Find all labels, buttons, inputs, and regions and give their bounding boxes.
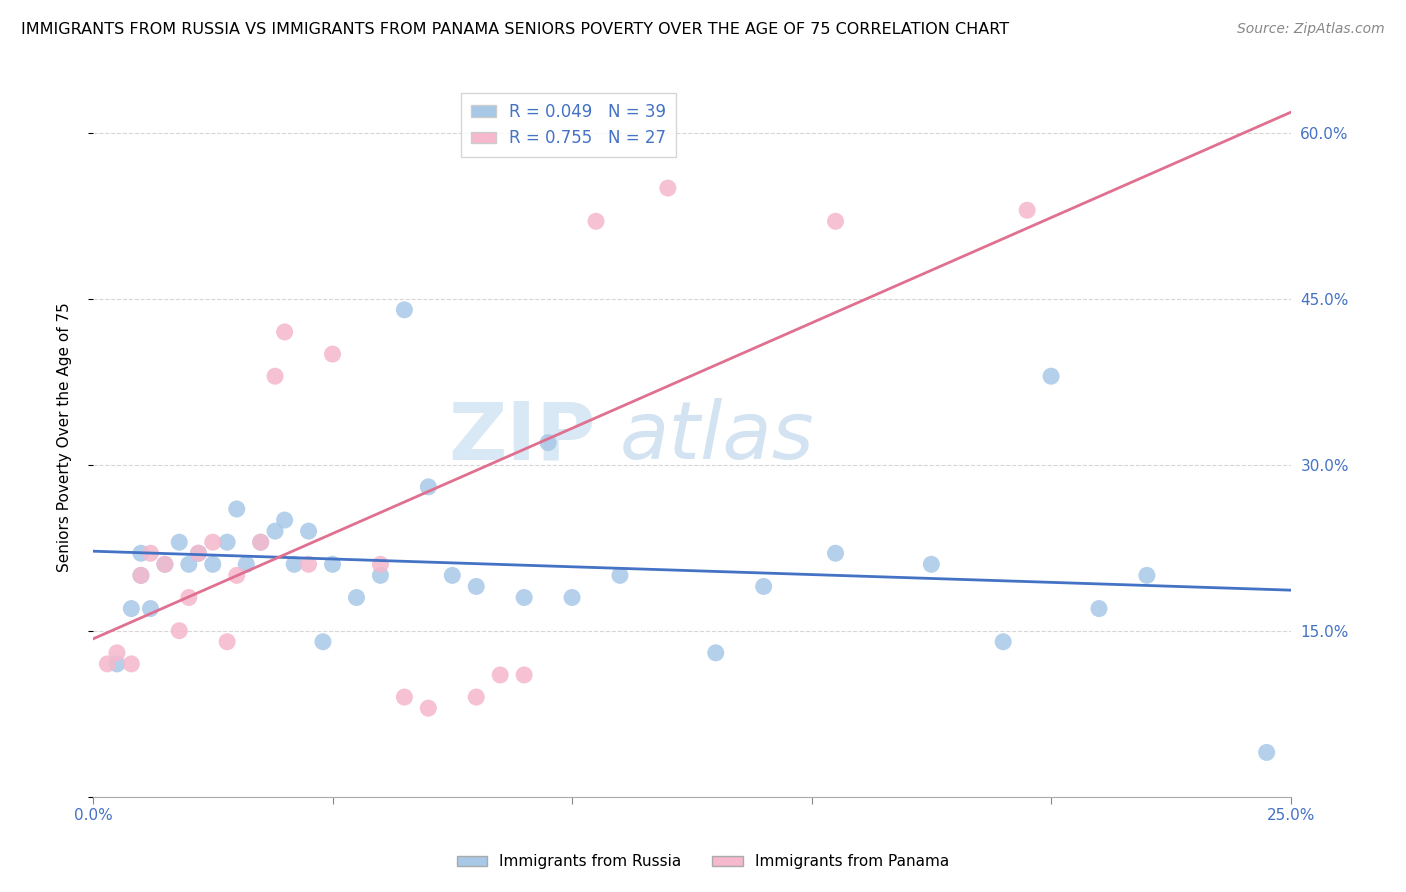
Point: [920, 558, 942, 572]
Point: [297, 558, 319, 572]
Point: [561, 591, 583, 605]
Point: [273, 325, 295, 339]
Point: [167, 535, 190, 549]
Point: [120, 601, 142, 615]
Point: [187, 546, 209, 560]
Point: [217, 634, 239, 648]
Point: [225, 568, 247, 582]
Point: [1136, 568, 1159, 582]
Point: [824, 546, 846, 560]
Point: [249, 535, 271, 549]
Point: [441, 568, 464, 582]
Text: atlas: atlas: [620, 398, 814, 476]
Point: [105, 646, 128, 660]
Point: [249, 535, 271, 549]
Point: [187, 546, 209, 560]
Point: [217, 535, 239, 549]
Point: [322, 558, 344, 572]
Point: [346, 591, 368, 605]
Point: [139, 546, 162, 560]
Point: [418, 480, 440, 494]
Point: [1256, 746, 1278, 760]
Point: [297, 524, 319, 538]
Point: [513, 668, 536, 682]
Point: [105, 657, 128, 671]
Point: [167, 624, 190, 638]
Point: [283, 558, 305, 572]
Point: [609, 568, 631, 582]
Point: [394, 302, 416, 317]
Point: [752, 579, 775, 593]
Point: [513, 591, 536, 605]
Point: [129, 568, 152, 582]
Point: [153, 558, 176, 572]
Point: [120, 657, 142, 671]
Text: Source: ZipAtlas.com: Source: ZipAtlas.com: [1237, 22, 1385, 37]
Point: [824, 214, 846, 228]
Point: [394, 690, 416, 704]
Point: [465, 579, 488, 593]
Text: ZIP: ZIP: [449, 398, 596, 476]
Point: [1040, 369, 1063, 384]
Point: [96, 657, 118, 671]
Legend: R = 0.049   N = 39, R = 0.755   N = 27: R = 0.049 N = 39, R = 0.755 N = 27: [461, 93, 676, 157]
Point: [273, 513, 295, 527]
Point: [370, 558, 392, 572]
Point: [418, 701, 440, 715]
Point: [704, 646, 727, 660]
Point: [1088, 601, 1111, 615]
Point: [312, 634, 335, 648]
Point: [129, 568, 152, 582]
Point: [153, 558, 176, 572]
Point: [585, 214, 607, 228]
Point: [177, 558, 200, 572]
Text: IMMIGRANTS FROM RUSSIA VS IMMIGRANTS FROM PANAMA SENIORS POVERTY OVER THE AGE OF: IMMIGRANTS FROM RUSSIA VS IMMIGRANTS FRO…: [21, 22, 1010, 37]
Point: [201, 535, 224, 549]
Point: [264, 524, 287, 538]
Point: [370, 568, 392, 582]
Point: [225, 502, 247, 516]
Point: [1017, 203, 1039, 218]
Point: [139, 601, 162, 615]
Point: [129, 546, 152, 560]
Point: [201, 558, 224, 572]
Point: [235, 558, 257, 572]
Point: [537, 435, 560, 450]
Point: [489, 668, 512, 682]
Point: [322, 347, 344, 361]
Legend: Immigrants from Russia, Immigrants from Panama: Immigrants from Russia, Immigrants from …: [450, 848, 956, 875]
Point: [177, 591, 200, 605]
Point: [264, 369, 287, 384]
Point: [465, 690, 488, 704]
Point: [657, 181, 679, 195]
Y-axis label: Seniors Poverty Over the Age of 75: Seniors Poverty Over the Age of 75: [58, 302, 72, 572]
Point: [991, 634, 1014, 648]
